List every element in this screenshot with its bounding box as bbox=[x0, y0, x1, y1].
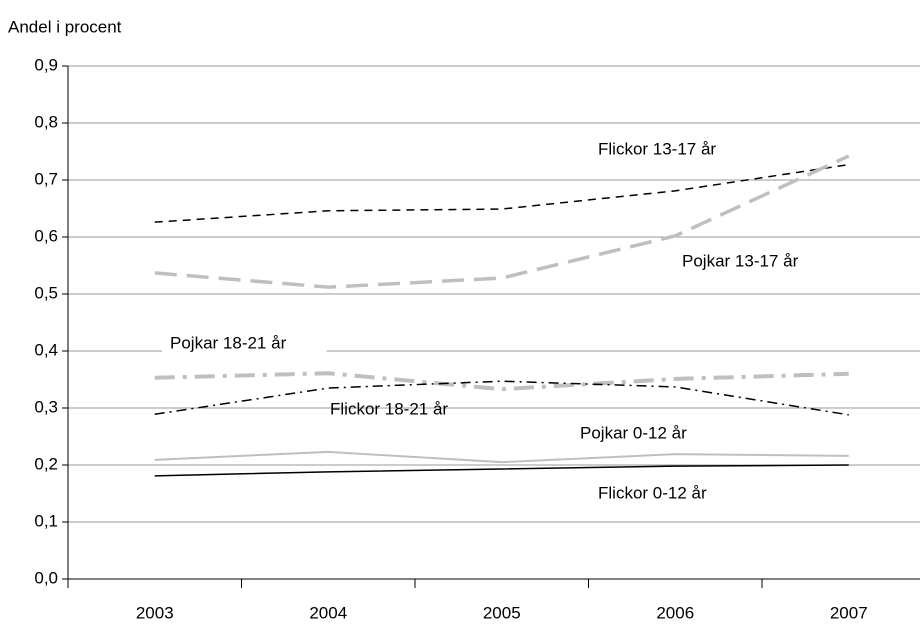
label-background bbox=[162, 331, 327, 355]
series-label: Flickor 13-17 år bbox=[598, 139, 716, 158]
y-tick-label: 0,5 bbox=[34, 283, 58, 302]
y-tick-label: 0,0 bbox=[34, 568, 58, 587]
y-axis-title: Andel i procent bbox=[8, 17, 122, 36]
series-line bbox=[154, 371, 849, 392]
y-tick-label: 0,7 bbox=[34, 169, 58, 188]
series-line bbox=[154, 380, 849, 416]
series-label: Flickor 18-21 år bbox=[330, 399, 448, 418]
y-tick-label: 0,9 bbox=[34, 55, 58, 74]
series-label: Flickor 0-12 år bbox=[598, 483, 707, 502]
series-line bbox=[154, 163, 849, 223]
y-tick-label: 0,6 bbox=[34, 226, 58, 245]
y-tick-label: 0,2 bbox=[34, 454, 58, 473]
y-tick-label: 0,8 bbox=[34, 112, 58, 131]
series-label: Pojkar 13-17 år bbox=[682, 251, 799, 270]
series-label: Pojkar 0-12 år bbox=[580, 423, 687, 442]
y-tick-label: 0,1 bbox=[34, 511, 58, 530]
series-line bbox=[154, 154, 850, 289]
x-tick-label: 2005 bbox=[483, 603, 521, 622]
series-line bbox=[154, 450, 849, 464]
x-tick-label: 2004 bbox=[309, 603, 347, 622]
x-tick-label: 2006 bbox=[656, 603, 694, 622]
y-tick-label: 0,4 bbox=[34, 340, 58, 359]
x-tick-label: 2007 bbox=[830, 603, 868, 622]
y-tick-label: 0,3 bbox=[34, 397, 58, 416]
x-tick-label: 2003 bbox=[136, 603, 174, 622]
series-line bbox=[154, 464, 849, 477]
series-label: Pojkar 18-21 år bbox=[170, 333, 287, 352]
